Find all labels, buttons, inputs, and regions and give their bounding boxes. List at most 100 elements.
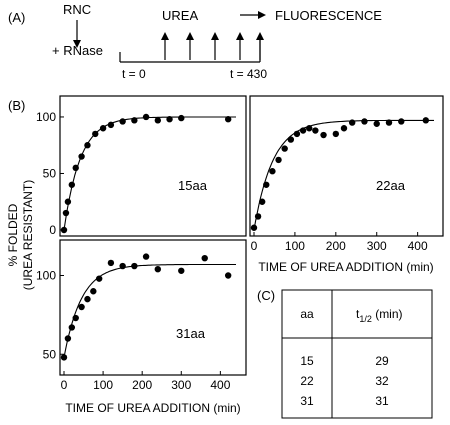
panel-b-label: (B) [8, 98, 25, 113]
x-tick-label: 400 [408, 239, 428, 253]
annotation-15aa: 15aa [178, 178, 208, 193]
x-tick-label: 400 [210, 378, 230, 392]
data-point-31aa [60, 354, 68, 361]
table-cell-aa: 31 [300, 394, 314, 408]
y-axis-label-line1: % FOLDED [6, 203, 20, 266]
panel-a-label: (A) [8, 10, 25, 25]
data-point-31aa [72, 314, 79, 322]
t-end-label: t = 430 [230, 67, 267, 81]
plot-15aa-frame [59, 95, 247, 237]
data-point-31aa [224, 272, 232, 279]
data-point-22aa [306, 125, 313, 132]
t-start-label: t = 0 [122, 67, 146, 81]
x-axis-label-31aa: TIME OF UREA ADDITION (min) [65, 401, 240, 415]
table-cell-aa: 22 [300, 374, 314, 388]
data-point-31aa [119, 262, 126, 270]
x-tick-label: 100 [93, 378, 113, 392]
data-point-31aa [78, 303, 85, 311]
data-point-31aa [154, 266, 162, 273]
data-point-15aa [154, 117, 162, 124]
fit-curve-31aa [63, 263, 236, 358]
data-point-31aa [90, 288, 97, 295]
data-point-31aa [201, 254, 208, 262]
data-point-22aa [348, 119, 356, 126]
data-point-31aa [107, 259, 115, 267]
data-point-22aa [269, 168, 276, 175]
x-tick-label: 0 [61, 378, 68, 392]
y-tick-label: 50 [43, 347, 57, 361]
table-header-unit: (min) [372, 307, 403, 321]
data-point-15aa [64, 198, 72, 205]
y-tick-label: 100 [36, 110, 56, 124]
data-point-15aa [78, 153, 85, 160]
fit-curve-15aa [63, 116, 236, 231]
data-point-22aa [332, 130, 340, 138]
x-tick-label: 0 [251, 239, 258, 253]
data-point-22aa [281, 145, 288, 152]
x-tick-label: 300 [367, 239, 387, 253]
table-border [281, 289, 433, 419]
plot-31aa-frame [59, 239, 247, 376]
data-point-22aa [287, 136, 295, 143]
data-point-31aa [68, 324, 76, 331]
table-cell-thalf: 29 [375, 354, 389, 368]
x-axis-label-22aa: TIME OF UREA ADDITION (min) [258, 260, 433, 274]
data-point-22aa [361, 118, 368, 125]
annotation-31aa: 31aa [176, 326, 206, 341]
x-tick-label: 300 [171, 378, 191, 392]
data-point-15aa [60, 226, 68, 234]
table-cell-thalf: 32 [375, 374, 389, 388]
data-point-22aa [385, 119, 393, 126]
data-point-22aa [422, 117, 430, 124]
data-point-31aa [64, 335, 72, 342]
table-header-t: t [356, 307, 360, 321]
y-tick-label: 50 [43, 166, 57, 180]
fluorescence-label: FLUORESCENCE [275, 8, 382, 23]
data-point-22aa [293, 130, 301, 138]
data-point-15aa [92, 130, 99, 138]
annotation-22aa: 22aa [376, 178, 406, 193]
panel-c-label: (C) [257, 288, 275, 303]
data-point-15aa [166, 116, 173, 123]
panel-a-schematic: (A) RNC + RNase UREA FLUORESCENCE t = 0 … [8, 2, 382, 81]
data-point-22aa [320, 131, 327, 139]
data-point-15aa [68, 181, 76, 188]
plot-31aa: 0 100 200 300 400 50 100 [36, 253, 236, 392]
data-point-15aa [107, 121, 115, 129]
data-point-15aa [84, 142, 91, 149]
data-point-22aa [312, 127, 319, 134]
data-point-15aa [224, 116, 232, 123]
data-point-15aa [178, 114, 185, 122]
y-axis-label-line2: (UREA RESISTANT) [21, 180, 35, 290]
data-point-22aa [258, 198, 266, 205]
data-point-15aa [142, 113, 150, 121]
x-tick-label: 200 [326, 239, 346, 253]
table-header-sub: 1/2 [359, 314, 372, 324]
data-point-15aa [99, 125, 107, 132]
x-tick-label: 100 [285, 239, 305, 253]
data-point-22aa [275, 156, 282, 164]
data-point-31aa [95, 275, 103, 282]
data-point-31aa [131, 262, 138, 270]
data-point-22aa [254, 213, 262, 220]
table-header-aa: aa [300, 307, 314, 321]
data-point-31aa [178, 267, 185, 274]
data-point-15aa [119, 118, 126, 125]
table-header-thalf: t1/2 (min) [356, 307, 403, 324]
data-point-22aa [263, 181, 270, 188]
table-cell-aa: 15 [300, 354, 314, 368]
data-point-22aa [250, 224, 258, 231]
table-cell-thalf: 31 [375, 394, 389, 408]
plot-22aa: 0 100 200 300 400 [251, 117, 434, 253]
plot-22aa-frame [249, 95, 444, 237]
fit-curve-22aa [253, 119, 434, 231]
rnase-label: + RNase [52, 43, 103, 58]
data-point-22aa [299, 127, 307, 134]
data-point-15aa [131, 117, 138, 124]
data-point-31aa [142, 253, 150, 260]
rnc-label: RNC [63, 2, 91, 17]
y-tick-label: 100 [36, 269, 56, 283]
half-time-table: aa t1/2 (min) 15 29 22 32 31 31 [281, 289, 433, 419]
data-point-22aa [373, 120, 380, 127]
data-point-22aa [340, 125, 348, 132]
